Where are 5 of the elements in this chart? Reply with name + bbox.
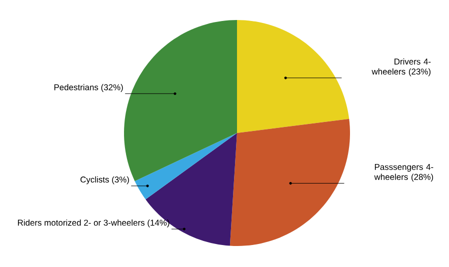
slice-label: Passsengers 4-wheelers (28%): [374, 164, 434, 182]
slice-label: Pedestrians (32%): [54, 84, 123, 92]
slice-label: Drivers 4-wheelers (23%): [372, 58, 431, 76]
slice-label: Cyclists (3%): [80, 176, 129, 184]
slice-label: Riders motorized 2- or 3-wheelers (14%): [18, 219, 170, 228]
